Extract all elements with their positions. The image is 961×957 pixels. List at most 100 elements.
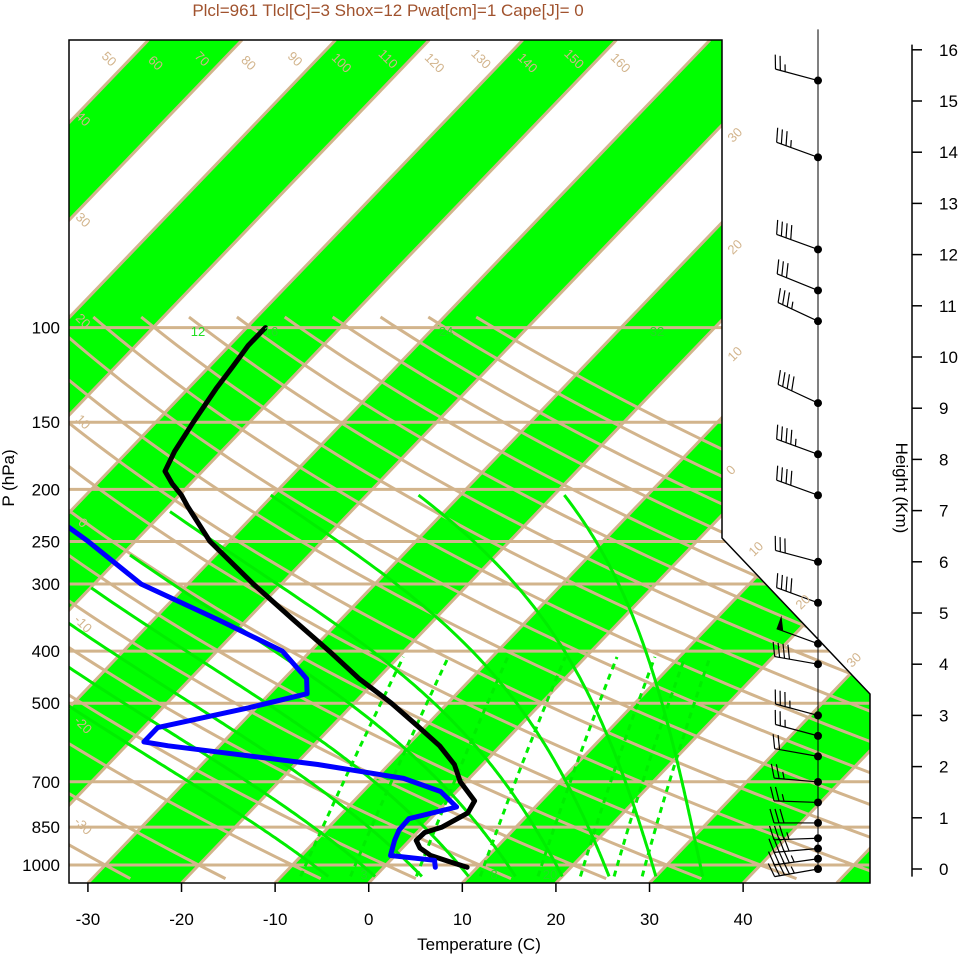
isotherm-label: 120 bbox=[422, 50, 448, 76]
dry-adiabat-line bbox=[69, 316, 798, 881]
wind-barb-full bbox=[776, 259, 780, 275]
wind-barb-full bbox=[775, 764, 780, 779]
wind-barb-shaft bbox=[774, 748, 819, 757]
mixing-ratio-label: 16 bbox=[264, 324, 278, 339]
wind-barb-shaft bbox=[775, 723, 819, 737]
x-tick-label: 20 bbox=[546, 910, 565, 929]
pressure-tick-label: 300 bbox=[32, 575, 60, 594]
wind-barb-shaft bbox=[775, 703, 819, 716]
x-tick-label: -20 bbox=[169, 910, 194, 929]
wind-barb-full bbox=[776, 127, 779, 143]
height-tick-label: 13 bbox=[939, 194, 958, 213]
y-axis-title: P (hPa) bbox=[0, 449, 18, 506]
temperature-band bbox=[69, 40, 617, 883]
mixing-ratio-label: 20 bbox=[543, 867, 557, 882]
height-tick-label: 12 bbox=[939, 246, 958, 265]
wind-barb-shaft bbox=[776, 479, 819, 496]
wind-barb-shaft bbox=[776, 628, 819, 645]
mixing-ratio-label: 12 bbox=[191, 324, 205, 339]
mixing-ratio-label: 8 bbox=[490, 867, 497, 882]
wind-barb-shaft bbox=[776, 273, 819, 291]
wind-barb-full bbox=[780, 467, 783, 482]
mixing-ratio-line bbox=[612, 656, 687, 877]
chart-title: Plcl=961 Tlcl[C]=3 Shox=12 Pwat[cm]=1 Ca… bbox=[192, 1, 583, 20]
wind-barb-full bbox=[780, 221, 783, 237]
isotherm-line bbox=[69, 40, 805, 883]
mixing-ratio-label: 3 bbox=[360, 867, 367, 882]
wind-barb-shaft bbox=[775, 68, 819, 82]
wind-barb-shaft bbox=[774, 847, 819, 853]
wind-barb-full bbox=[790, 578, 793, 593]
isotherm-label: 50 bbox=[99, 48, 120, 69]
wind-barb-shaft bbox=[776, 438, 819, 455]
pressure-tick-label: 200 bbox=[32, 480, 60, 499]
temperature-band bbox=[462, 40, 870, 883]
isotherm-line bbox=[648, 40, 870, 883]
dry-adiabat-line bbox=[69, 316, 607, 880]
mixing-ratio-line bbox=[578, 656, 657, 877]
dry-adiabat-line bbox=[475, 315, 870, 881]
wind-barb-full bbox=[767, 863, 776, 877]
wind-barb-full bbox=[790, 470, 793, 486]
wind-barb-full bbox=[791, 376, 795, 391]
pressure-tick-label: 700 bbox=[32, 773, 60, 792]
wind-barb-full bbox=[787, 644, 791, 660]
height-tick-label: 3 bbox=[939, 706, 948, 725]
wind-barb-full bbox=[774, 786, 780, 802]
wind-barb-full bbox=[767, 851, 775, 866]
wind-barb-full bbox=[785, 223, 788, 238]
mixing-ratio-line bbox=[478, 656, 567, 877]
isotherm-line bbox=[69, 40, 244, 883]
wind-barb-half bbox=[794, 438, 797, 447]
mixing-ratio-line bbox=[536, 656, 619, 877]
height-tick-label: 5 bbox=[939, 604, 948, 623]
dry-adiabat-line bbox=[69, 316, 132, 880]
dry-adiabat-line bbox=[69, 315, 870, 881]
isotherm-line bbox=[69, 40, 337, 883]
height-tick-label: 4 bbox=[939, 655, 948, 674]
mixing-ratio-line bbox=[640, 656, 712, 877]
wind-barb-flag bbox=[776, 615, 784, 632]
temperature-profile-line bbox=[162, 325, 478, 870]
wind-barb-full bbox=[778, 825, 785, 840]
wind-barb-full bbox=[776, 465, 779, 481]
x-tick-label: 30 bbox=[640, 910, 659, 929]
wind-barb-shaft bbox=[774, 777, 819, 783]
height-tick-label: 6 bbox=[939, 553, 948, 572]
pressure-tick-label: 500 bbox=[32, 694, 60, 713]
wind-barb-full bbox=[780, 574, 783, 590]
wind-barb-shaft bbox=[777, 383, 819, 404]
right-isotherm-label: 10 bbox=[724, 343, 745, 364]
isotherm-line bbox=[69, 40, 712, 883]
wind-barb-full bbox=[768, 838, 775, 853]
wind-barb-full bbox=[772, 850, 780, 865]
wind-barb-full bbox=[782, 643, 786, 659]
dry-adiabat-line bbox=[331, 315, 870, 881]
wind-barb-full bbox=[773, 838, 780, 853]
height-axis-title: Height (Km) bbox=[892, 443, 911, 534]
temperature-band bbox=[69, 40, 804, 883]
x-tick-label: 10 bbox=[453, 910, 472, 929]
moist-adiabat-line bbox=[417, 493, 658, 877]
dry-adiabat-line bbox=[379, 315, 870, 881]
plot-frame bbox=[68, 39, 871, 884]
isotherm-line bbox=[554, 40, 870, 883]
wind-barb-full bbox=[772, 642, 776, 657]
wind-barb-shaft bbox=[774, 655, 819, 665]
wind-profile bbox=[767, 29, 822, 878]
height-tick-label: 15 bbox=[939, 92, 958, 111]
wind-barb-full bbox=[779, 808, 785, 824]
dewpoint-profile-line bbox=[69, 325, 460, 870]
isotherm-line bbox=[69, 40, 618, 883]
wind-barb-full bbox=[774, 808, 780, 824]
wind-barb-full bbox=[781, 261, 784, 276]
wind-barb-full bbox=[776, 573, 779, 588]
height-tick-label: 2 bbox=[939, 758, 948, 777]
moist-adiabat-line bbox=[69, 643, 377, 878]
pressure-tick-label: 150 bbox=[32, 413, 60, 432]
wind-barb-full bbox=[786, 374, 791, 389]
wind-barb-shaft bbox=[777, 302, 819, 322]
wind-barb-half bbox=[786, 832, 790, 840]
wind-barb-full bbox=[777, 735, 781, 750]
sounding-profiles bbox=[69, 325, 478, 870]
